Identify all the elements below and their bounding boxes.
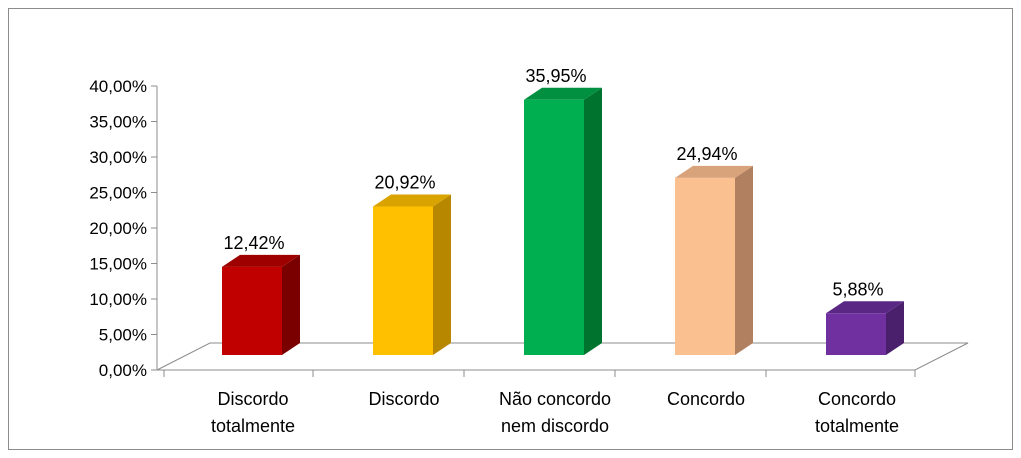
- x-category-label: totalmente: [211, 416, 295, 436]
- y-tick-label: 40,00%: [89, 77, 147, 96]
- y-tick-label: 25,00%: [89, 184, 147, 203]
- data-label: 12,42%: [223, 233, 284, 253]
- bar: [222, 266, 282, 355]
- data-label: 20,92%: [374, 172, 435, 192]
- y-tick-label: 10,00%: [89, 290, 147, 309]
- x-category-label: Não concordo: [499, 389, 611, 409]
- data-label: 5,88%: [832, 279, 883, 299]
- bar-side: [433, 194, 451, 355]
- bar-side: [886, 301, 904, 355]
- x-category-label: Discordo: [217, 389, 288, 409]
- bar-top: [524, 87, 602, 100]
- x-category-label: totalmente: [815, 416, 899, 436]
- data-label: 24,94%: [676, 144, 737, 164]
- floor-plane: [156, 342, 969, 371]
- y-tick-label: 20,00%: [89, 219, 147, 238]
- bar-top: [373, 194, 451, 207]
- bar-side: [735, 165, 753, 355]
- x-category-label: Discordo: [368, 389, 439, 409]
- chart-frame: [8, 8, 1013, 450]
- y-tick-label: 30,00%: [89, 148, 147, 167]
- y-tick-label: 15,00%: [89, 255, 147, 274]
- bar-top: [222, 254, 300, 267]
- y-tick-label: 35,00%: [89, 113, 147, 132]
- bar-side: [584, 87, 602, 355]
- bar: [826, 313, 886, 355]
- x-category-label: nem discordo: [501, 416, 609, 436]
- x-category-label: Concordo: [667, 389, 745, 409]
- bar-side: [282, 254, 300, 355]
- data-label: 35,95%: [525, 66, 586, 86]
- bar: [675, 177, 735, 355]
- bar-top: [675, 165, 753, 178]
- y-tick-label: 5,00%: [99, 326, 147, 345]
- bar-top: [826, 301, 904, 314]
- bar: [524, 99, 584, 355]
- x-category-label: Concordo: [818, 389, 896, 409]
- y-tick-label: 0,00%: [99, 361, 147, 380]
- bar: [373, 206, 433, 355]
